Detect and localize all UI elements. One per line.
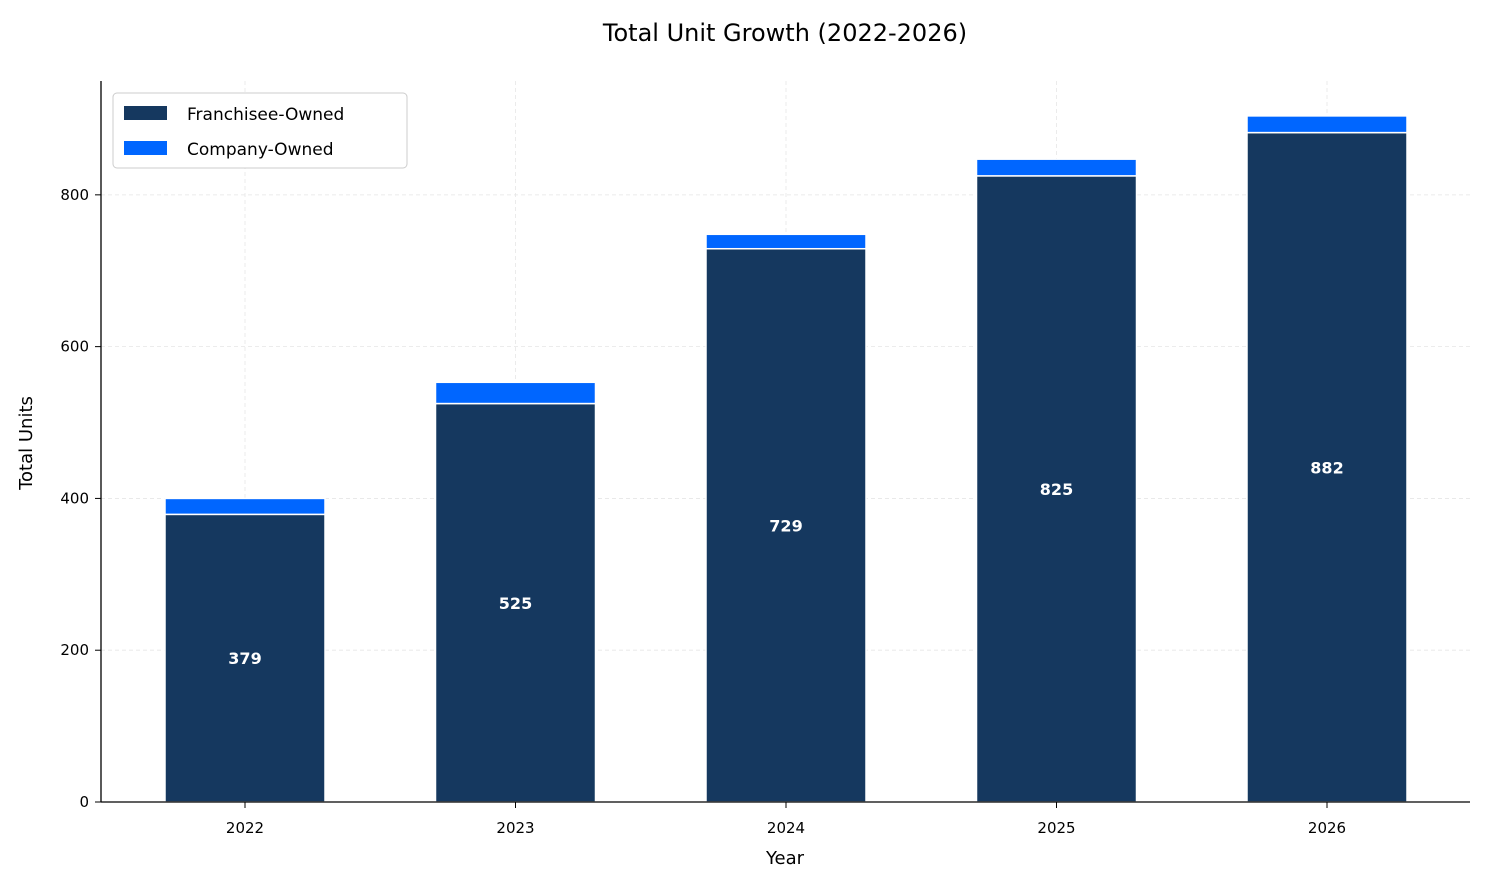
bar-franchisee-owned-2024 (705, 247, 867, 803)
data-label-2024: 729 (769, 516, 802, 535)
data-label-2026: 882 (1310, 458, 1343, 477)
axes-layer: 0 200 400 600 800 2022 2023 2024 2025 2026 (60, 81, 1470, 837)
y-tick-label-200: 200 (60, 641, 89, 659)
bar-company-owned-2024 (705, 233, 867, 250)
legend-box (112, 92, 408, 169)
data-label-2023: 525 (499, 594, 532, 613)
data-label-2022: 379 (228, 649, 261, 668)
legend-label-franchisee: Franchisee-Owned (187, 105, 344, 125)
legend-swatch-franchisee (124, 106, 167, 120)
bar-company-owned-2023 (434, 381, 597, 405)
bar-company-owned-2025 (975, 158, 1138, 177)
legend-label-company: Company-Owned (187, 140, 334, 160)
x-tick-label-2022: 2022 (226, 819, 264, 837)
bar-franchisee-owned-2022 (164, 513, 326, 803)
bar-franchisee-owned-2025 (975, 175, 1138, 803)
y-tick-label-0: 0 (79, 793, 89, 811)
bars-layer: 379 525 729 825 882 (164, 115, 1408, 803)
x-axis-label: Year (765, 848, 805, 869)
y-tick-label-800: 800 (60, 186, 89, 204)
x-tick-label-2024: 2024 (767, 819, 805, 837)
bar-company-owned-2022 (164, 497, 326, 516)
x-tick-label-2025: 2025 (1037, 819, 1075, 837)
y-axis-label: Total Units (16, 396, 37, 491)
legend-swatch-company (124, 141, 167, 155)
y-tick-label-600: 600 (60, 338, 89, 356)
chart-title: Total Unit Growth (2022-2026) (602, 19, 967, 47)
x-tick-label-2026: 2026 (1308, 819, 1346, 837)
x-tick-label-2023: 2023 (496, 819, 534, 837)
legend: Franchisee-Owned Company-Owned (112, 92, 408, 169)
data-label-2025: 825 (1040, 480, 1073, 499)
bar-franchisee-owned-2023 (434, 402, 597, 803)
bar-company-owned-2026 (1246, 115, 1408, 134)
y-tick-label-400: 400 (60, 489, 89, 507)
